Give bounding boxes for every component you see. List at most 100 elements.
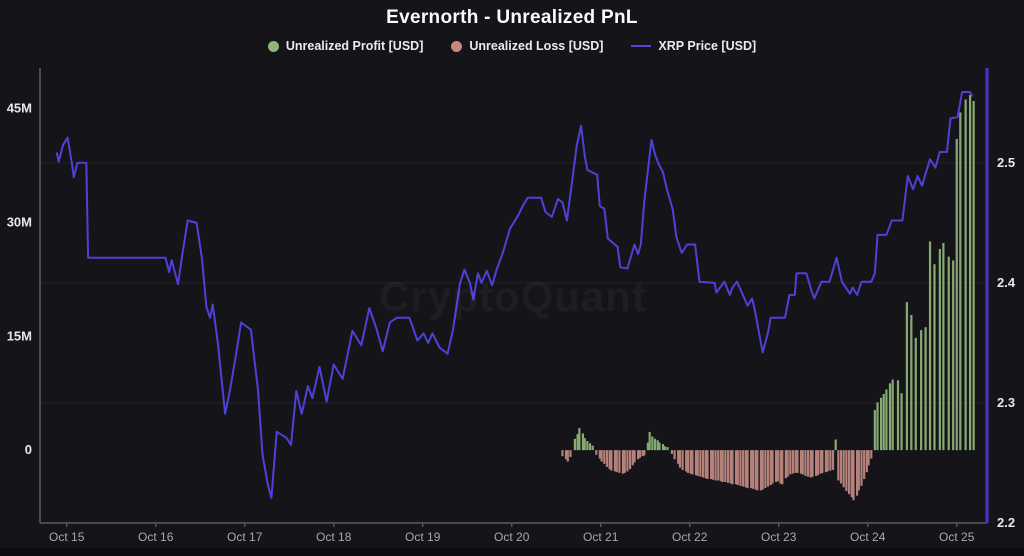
loss-bar	[694, 450, 698, 476]
profit-bar	[879, 397, 883, 451]
loss-bar	[628, 450, 632, 470]
x-tick-label: Oct 18	[316, 530, 352, 544]
loss-bar	[754, 450, 757, 490]
loss-bar	[701, 450, 705, 478]
loss-bar	[870, 450, 873, 459]
profit-bar	[651, 436, 654, 451]
loss-bar	[791, 450, 795, 474]
loss-bar	[815, 450, 818, 476]
loss-bar	[769, 450, 772, 486]
legend-label: XRP Price [USD]	[658, 39, 757, 53]
loss-bar	[633, 450, 636, 463]
loss-bar	[809, 450, 812, 478]
xrp-price-line	[55, 91, 973, 499]
loss-bar	[811, 450, 814, 477]
loss-bar	[681, 450, 684, 470]
legend-item-xrp-price[interactable]: XRP Price [USD]	[631, 39, 756, 53]
footer-strip	[0, 548, 1024, 556]
loss-bar	[724, 450, 727, 483]
loss-bar	[855, 450, 859, 496]
profit-bar	[964, 99, 967, 451]
x-tick-label: Oct 17	[227, 530, 263, 544]
loss-bar	[685, 450, 688, 472]
profit-bar	[955, 138, 958, 451]
loss-bar	[699, 450, 702, 477]
profit-bar	[653, 438, 657, 451]
loss-bar	[850, 450, 853, 498]
profit-bar	[882, 393, 885, 451]
x-tick-label: Oct 24	[850, 530, 886, 544]
loss-bar	[816, 450, 819, 476]
loss-bar	[691, 450, 694, 475]
loss-bar	[759, 450, 763, 491]
loss-dot-icon	[451, 40, 463, 52]
loss-bar	[824, 450, 828, 473]
loss-bar	[729, 450, 732, 484]
loss-bar	[847, 450, 851, 495]
profit-bar	[876, 402, 879, 451]
profit-bar	[888, 383, 892, 451]
loss-bar	[731, 450, 734, 485]
loss-bar	[796, 450, 799, 473]
loss-bar	[566, 450, 569, 462]
loss-bar	[739, 450, 742, 486]
profit-bar	[952, 260, 955, 451]
loss-bar	[626, 450, 629, 472]
profit-bar	[968, 94, 972, 451]
loss-bar	[717, 450, 720, 481]
loss-bar	[804, 450, 807, 476]
loss-bar	[670, 450, 674, 454]
loss-bar	[829, 450, 832, 471]
y-left-tick-label: 0	[25, 442, 32, 457]
profit-bar	[666, 447, 669, 451]
y-right-tick-label: 2.2	[997, 515, 1015, 530]
loss-bar	[643, 450, 646, 456]
y-right-tick-label: 2.5	[997, 155, 1015, 170]
profit-bar	[648, 431, 651, 451]
profit-bar	[586, 441, 589, 451]
profit-bar	[591, 445, 594, 451]
loss-bar	[761, 450, 764, 490]
loss-bar	[719, 450, 722, 482]
loss-bar	[608, 450, 611, 470]
page-title: Evernorth - Unrealized PnL	[386, 7, 638, 28]
legend-item-unrealized-loss[interactable]: Unrealized Loss [USD]	[451, 39, 603, 53]
profit-bar	[885, 389, 888, 451]
loss-bar	[764, 450, 767, 489]
loss-bar	[839, 450, 843, 484]
legend-item-unrealized-profit[interactable]: Unrealized Profit [USD]	[267, 39, 424, 53]
loss-bar	[677, 450, 680, 464]
loss-bar	[623, 450, 626, 473]
y-right-tick-label: 2.3	[997, 395, 1015, 410]
profit-bar	[661, 444, 665, 451]
profit-bar	[933, 264, 936, 451]
loss-bar	[845, 450, 848, 492]
y-left-tick-label: 15M	[7, 328, 32, 343]
loss-bar	[821, 450, 824, 473]
loss-bar	[561, 450, 564, 457]
x-tick-label: Oct 20	[494, 530, 530, 544]
loss-bar	[706, 450, 709, 479]
loss-bar	[603, 450, 606, 464]
profit-bar	[914, 337, 917, 451]
loss-bar	[709, 450, 713, 479]
loss-bar	[621, 450, 625, 474]
loss-bar	[852, 450, 855, 501]
loss-bar	[673, 450, 676, 460]
loss-bar	[641, 450, 644, 457]
loss-bar	[704, 450, 707, 479]
loss-bar	[746, 450, 749, 489]
profit-bar	[573, 438, 577, 451]
legend-label: Unrealized Profit [USD]	[285, 39, 424, 53]
profit-bar	[910, 315, 913, 451]
loss-bar	[781, 450, 784, 485]
profit-bar	[920, 330, 923, 451]
loss-bar	[799, 450, 803, 474]
price-line-icon	[631, 45, 652, 47]
loss-bar	[569, 450, 572, 457]
profit-bar	[663, 446, 666, 451]
loss-bar	[689, 450, 692, 474]
profit-bar	[959, 112, 962, 451]
loss-bar	[831, 450, 835, 470]
